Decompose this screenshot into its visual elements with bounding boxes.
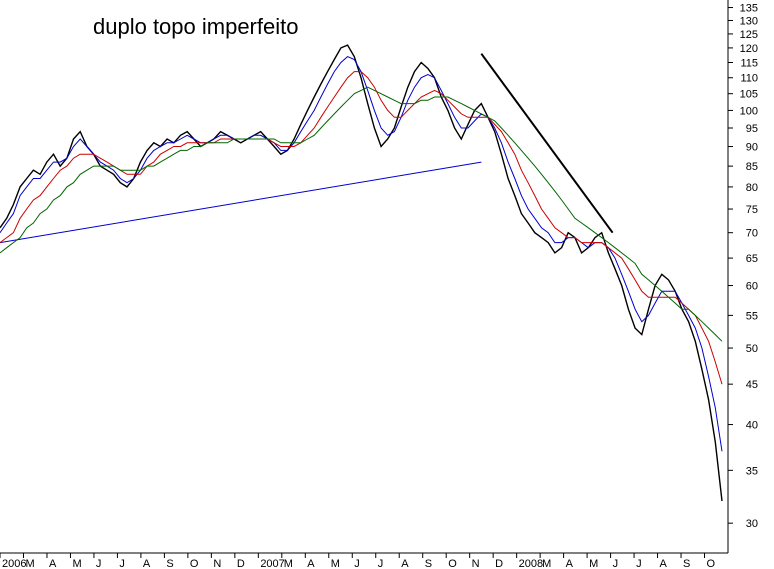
y-tick-label: 50	[746, 343, 758, 355]
y-tick-label: 40	[746, 420, 758, 432]
x-tick-label: M	[284, 558, 293, 569]
y-tick-label: 135	[740, 3, 758, 15]
x-tick-label: O	[707, 558, 716, 569]
x-tick-label: 2008	[519, 558, 543, 569]
x-tick-label: A	[143, 558, 151, 569]
x-tick-label: A	[49, 558, 57, 569]
trendlines	[0, 53, 614, 244]
plot-area	[0, 0, 729, 554]
y-tick-label: 100	[740, 105, 758, 117]
x-tick-label: 2007	[260, 558, 284, 569]
x-tick-label: S	[425, 558, 432, 569]
x-tick-label: N	[472, 558, 480, 569]
y-tick-label: 115	[740, 58, 758, 70]
x-tick-label: J	[119, 558, 125, 569]
y-tick-label: 35	[746, 465, 758, 477]
trendline	[480, 53, 614, 234]
y-tick-label: 90	[746, 142, 758, 154]
y-tick-label: 105	[740, 89, 758, 101]
moving-average-line	[0, 56, 723, 452]
y-tick-label: 80	[746, 182, 758, 194]
y-axis: 30 35 40 45 50 55 60 65 70 75 80 85 90 95 100 105 110 115…	[728, 3, 758, 530]
x-tick-label: A	[566, 558, 574, 569]
y-tick-label: 125	[740, 29, 758, 41]
y-tick-label: 130	[740, 15, 758, 27]
x-tick-label: J	[613, 558, 619, 569]
y-tick-label: 60	[746, 281, 758, 293]
x-tick-label: O	[448, 558, 457, 569]
x-tick-label: M	[331, 558, 340, 569]
y-tick-label: 45	[746, 379, 758, 391]
y-tick-label: 55	[746, 310, 758, 322]
y-tick-label: 70	[746, 228, 758, 240]
x-tick-label: M	[542, 558, 551, 569]
y-tick-label: 30	[746, 518, 758, 530]
y-tick-label: 110	[740, 73, 758, 85]
x-tick-label: A	[660, 558, 668, 569]
price-series-line	[0, 44, 723, 502]
x-tick-label: A	[401, 558, 409, 569]
moving-average-line	[0, 71, 723, 385]
x-tick-label: D	[495, 558, 503, 569]
x-tick-label: 2006	[2, 558, 26, 569]
x-tick-label: J	[636, 558, 642, 569]
x-tick-label: J	[378, 558, 384, 569]
x-tick-label: S	[166, 558, 173, 569]
y-tick-label: 95	[746, 123, 758, 135]
x-tick-label: O	[190, 558, 199, 569]
x-tick-label: A	[307, 558, 315, 569]
x-tick-label: J	[96, 558, 102, 569]
chart-title: duplo topo imperfeito	[93, 14, 298, 39]
trendline	[0, 161, 482, 244]
x-tick-label: S	[683, 558, 690, 569]
y-tick-label: 120	[740, 43, 758, 55]
x-tick-label: M	[589, 558, 598, 569]
x-tick-label: D	[237, 558, 245, 569]
x-tick-label: N	[213, 558, 221, 569]
x-tick-label: M	[72, 558, 81, 569]
moving-average-line	[0, 86, 723, 342]
y-tick-label: 85	[746, 161, 758, 173]
y-tick-label: 65	[746, 253, 758, 265]
y-tick-label: 75	[746, 204, 758, 216]
x-tick-label: J	[354, 558, 360, 569]
x-tick-label: M	[25, 558, 34, 569]
series-layer	[0, 44, 723, 502]
